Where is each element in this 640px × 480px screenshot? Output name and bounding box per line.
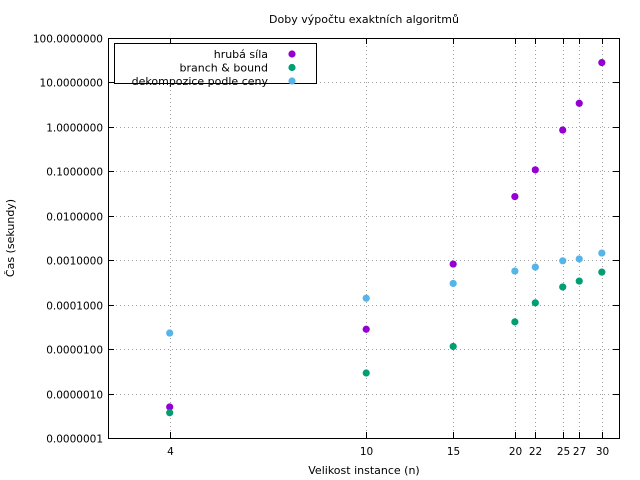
- data-point: [559, 283, 567, 291]
- data-point: [362, 369, 370, 377]
- data-point: [511, 193, 519, 201]
- y-tick-label: 0.0000010: [46, 390, 103, 402]
- y-tick-label: 0.0000100: [46, 345, 103, 357]
- legend-label: branch & bound: [180, 62, 268, 75]
- x-tick-label: 10: [360, 446, 373, 458]
- data-point: [598, 268, 606, 276]
- data-point: [559, 126, 567, 134]
- data-point: [598, 58, 606, 67]
- y-tick-label: 10.0000000: [40, 78, 103, 90]
- y-tick-label: 0.0010000: [46, 256, 103, 268]
- data-point: [575, 277, 583, 285]
- legend-marker: [288, 63, 296, 72]
- x-tick-label: 15: [447, 446, 460, 458]
- legend-label: hrubá síla: [214, 48, 268, 61]
- data-point: [511, 318, 519, 326]
- x-tick-label: 22: [529, 446, 542, 458]
- data-point: [449, 260, 457, 268]
- chart-title: Doby výpočtu exaktních algoritmů: [269, 13, 459, 26]
- x-tick-label: 4: [167, 446, 174, 458]
- legend-label: dekompozice podle ceny: [132, 75, 269, 88]
- x-tick-label: 27: [573, 446, 586, 458]
- grid: [108, 38, 619, 439]
- data-point: [166, 329, 174, 337]
- y-tick-label: 1.0000000: [46, 123, 103, 135]
- data-point: [362, 294, 370, 302]
- x-axis-label: Velikost instance (n): [308, 464, 419, 477]
- data-point: [531, 263, 539, 271]
- data-point: [531, 166, 539, 174]
- data-point: [531, 299, 539, 307]
- x-tick-label: 25: [557, 446, 570, 458]
- y-axis-label: Čas (sekundy): [4, 199, 17, 277]
- data-point: [575, 99, 583, 107]
- data-point: [362, 325, 370, 333]
- data-point: [511, 267, 519, 275]
- plot-frame: [108, 38, 620, 439]
- legend-box: [114, 43, 317, 84]
- legend-marker: [288, 77, 296, 85]
- y-tick-label: 0.0000001: [46, 434, 103, 446]
- x-tick-label: 20: [509, 446, 522, 458]
- axis-ticks: 0.0000001 0.0000010 0.0000100 0.0001000 0.00…: [33, 34, 619, 458]
- y-tick-label: 0.1000000: [46, 167, 103, 179]
- data-points: [166, 58, 606, 417]
- data-point: [166, 409, 174, 417]
- data-point: [575, 255, 583, 263]
- x-tick-label: 30: [596, 446, 609, 458]
- y-tick-label: 0.0001000: [46, 301, 103, 313]
- data-point: [449, 279, 457, 288]
- y-tick-label: 100.0000000: [33, 34, 103, 46]
- data-point: [449, 342, 457, 351]
- data-point: [598, 249, 606, 257]
- data-point: [559, 257, 567, 265]
- legend-marker: [288, 50, 296, 58]
- data-point: [166, 403, 174, 411]
- y-tick-label: 0.0100000: [46, 212, 103, 224]
